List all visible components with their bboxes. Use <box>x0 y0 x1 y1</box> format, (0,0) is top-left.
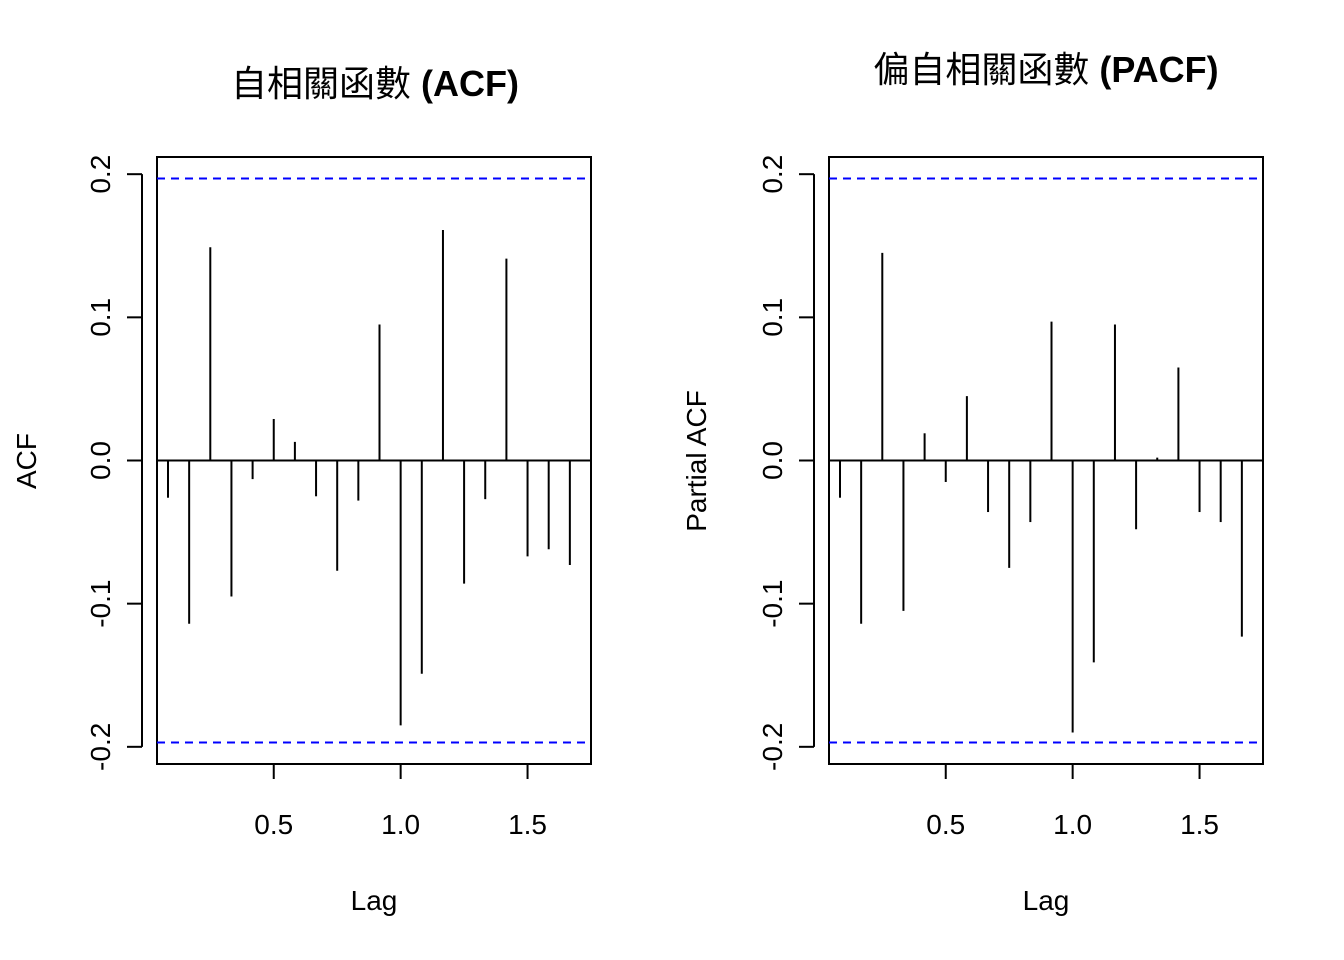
acf-title: 自相關函數 (ACF) <box>231 63 519 105</box>
pacf-x-tick-label: 1.0 <box>1053 809 1092 840</box>
acf-x-tick-label: 1.0 <box>381 809 420 840</box>
acf-bars <box>166 230 571 726</box>
pacf-bars <box>838 252 1243 733</box>
acf-y-ticks: -0.2 -0.1 0.0 0.1 0.2 <box>85 155 142 771</box>
pacf-y-tick-label: 0.0 <box>757 441 788 480</box>
acf-x-ticks: 0.5 1.0 1.5 <box>254 764 547 840</box>
pacf-title-main: 偏自相關函數 <box>873 50 1089 91</box>
acf-x-tick-label: 0.5 <box>254 809 293 840</box>
acf-x-axis-label: Lag <box>351 885 398 916</box>
pacf-y-tick-label: 0.2 <box>757 155 788 194</box>
pacf-y-tick-label: 0.1 <box>757 298 788 337</box>
acf-y-axis-label: ACF <box>11 433 42 489</box>
acf-title-main: 自相關函數 <box>231 64 411 105</box>
pacf-x-ticks: 0.5 1.0 1.5 <box>926 764 1219 840</box>
pacf-title-sub: (PACF) <box>1099 49 1218 90</box>
acf-x-tick-label: 1.5 <box>508 809 547 840</box>
pacf-x-tick-label: 1.5 <box>1180 809 1219 840</box>
pacf-x-tick-label: 0.5 <box>926 809 965 840</box>
acf-y-tick-label: 0.2 <box>85 155 116 194</box>
pacf-y-ticks: -0.2 -0.1 0.0 0.1 0.2 <box>757 155 814 771</box>
acf-y-tick-label: 0.1 <box>85 298 116 337</box>
pacf-title: 偏自相關函數 (PACF) <box>873 49 1218 91</box>
pacf-panel: 偏自相關函數 (PACF) 0.5 1.0 1.5 -0.2 -0.1 0.0 0.1 0.2… <box>681 49 1264 916</box>
pacf-x-axis-label: Lag <box>1023 885 1070 916</box>
pacf-y-tick-label: -0.1 <box>757 580 788 628</box>
acf-title-sub: (ACF) <box>421 63 519 104</box>
acf-panel: 自相關函數 (ACF) 0.5 1.0 1.5 -0.2 -0.1 0.0 0.1 0.2 L… <box>11 63 592 916</box>
acf-y-tick-label: -0.1 <box>85 580 116 628</box>
pacf-y-tick-label: -0.2 <box>757 723 788 771</box>
acf-y-tick-label: 0.0 <box>85 441 116 480</box>
pacf-y-axis-label: Partial ACF <box>681 390 712 532</box>
acf-y-tick-label: -0.2 <box>85 723 116 771</box>
